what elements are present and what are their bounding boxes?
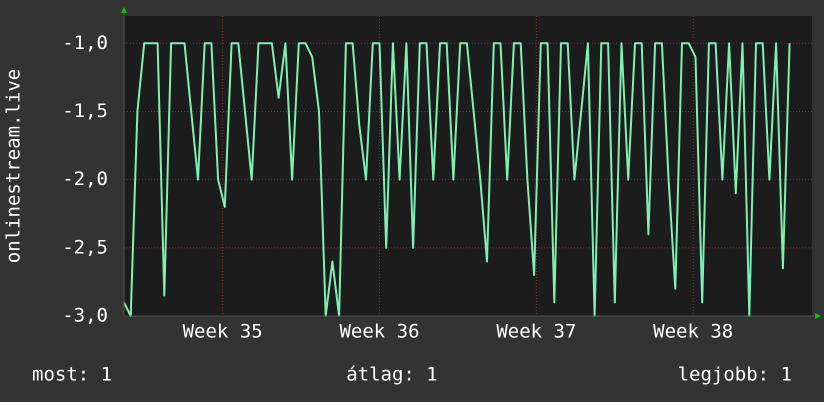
lines xyxy=(123,42,791,317)
y-tick-label: -2,0 xyxy=(62,168,108,190)
x-axis-arrow xyxy=(815,313,821,319)
y-tick-label: -3,0 xyxy=(62,305,108,327)
y-axis-label: onlinestream.live xyxy=(3,69,25,263)
y-axis-arrow xyxy=(121,7,127,13)
y-tick-label: -2,5 xyxy=(62,236,108,258)
footer-best: legjobb: 1 xyxy=(678,364,792,386)
footer-average: átlag: 1 xyxy=(346,364,438,386)
footer-now: most: 1 xyxy=(32,364,112,386)
data-line xyxy=(123,42,791,317)
x-tick-label: Week 37 xyxy=(496,321,576,343)
y-tick-label: -1,5 xyxy=(62,100,108,122)
y-tick-label: -1,0 xyxy=(62,32,108,54)
x-tick-label: Week 35 xyxy=(183,321,263,343)
x-tick-label: Week 36 xyxy=(339,321,419,343)
plot-area xyxy=(124,16,812,316)
x-tick-label: Week 38 xyxy=(653,321,733,343)
